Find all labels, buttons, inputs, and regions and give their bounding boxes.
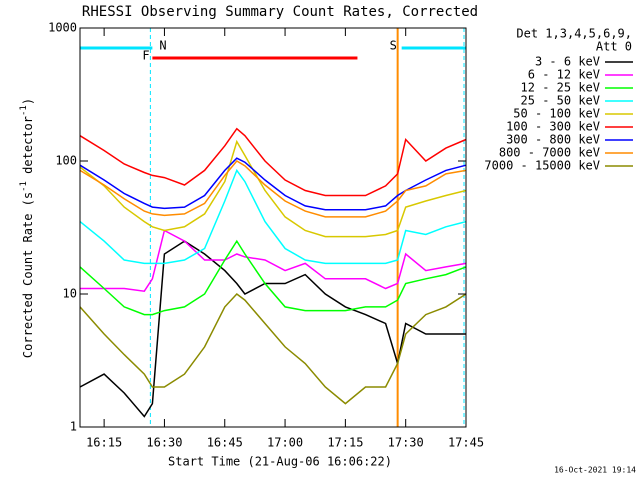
series-line <box>79 160 467 218</box>
y-label-sup: -1 <box>19 105 29 116</box>
footer-date: 16-Oct-2021 19:14 <box>554 466 636 475</box>
flag-label: F <box>142 49 149 63</box>
y-tick-label: 100 <box>55 154 77 168</box>
x-tick-label: 17:00 <box>267 436 303 450</box>
series-line <box>79 157 467 211</box>
y-tick-label: 1 <box>70 420 77 434</box>
legend-label: 12 - 25 keV <box>521 81 600 95</box>
x-tick-label: 17:15 <box>327 436 363 450</box>
y-axis-label: Corrected Count Rate (s-1 detector-1) <box>19 98 35 358</box>
y-label-text: ) <box>21 98 35 105</box>
legend-title: Det 1,3,4,5,6,9, <box>516 27 632 41</box>
legend-label: 25 - 50 keV <box>521 94 600 108</box>
series-line <box>79 127 467 197</box>
y-tick-label: 10 <box>63 287 77 301</box>
x-tick-label: 16:30 <box>146 436 182 450</box>
plot-frame <box>79 27 467 428</box>
legend-label: 800 - 7000 keV <box>499 146 600 160</box>
legend-title: Att 0 <box>596 40 632 54</box>
legend-label: 6 - 12 keV <box>528 68 600 82</box>
legend-label: 100 - 300 keV <box>506 120 600 134</box>
x-tick-label: 16:15 <box>86 436 122 450</box>
legend-label: 300 - 800 keV <box>506 133 600 147</box>
series-line <box>79 292 467 405</box>
series-line <box>79 239 467 316</box>
x-tick-label: 17:30 <box>388 436 424 450</box>
x-axis-label: Start Time (21-Aug-06 16:06:22) <box>168 455 392 469</box>
series-line <box>79 139 467 238</box>
y-tick-label: 1000 <box>48 21 77 35</box>
series-line <box>80 229 467 293</box>
y-label-text: Corrected Count Rate (s <box>21 192 35 358</box>
x-tick-label: 16:45 <box>207 436 243 450</box>
flag-label: S <box>390 39 397 53</box>
legend-label: 7000 - 15000 keV <box>484 159 600 173</box>
flag-label: N <box>159 39 166 53</box>
series-line <box>79 168 467 265</box>
legend-label: 50 - 100 keV <box>513 107 600 121</box>
y-label-sup: -1 <box>19 181 29 192</box>
y-label-text: detector <box>21 116 35 181</box>
x-tick-label: 17:45 <box>448 436 484 450</box>
chart-title: RHESSI Observing Summary Count Rates, Co… <box>82 4 478 20</box>
legend-label: 3 - 6 keV <box>535 55 600 69</box>
